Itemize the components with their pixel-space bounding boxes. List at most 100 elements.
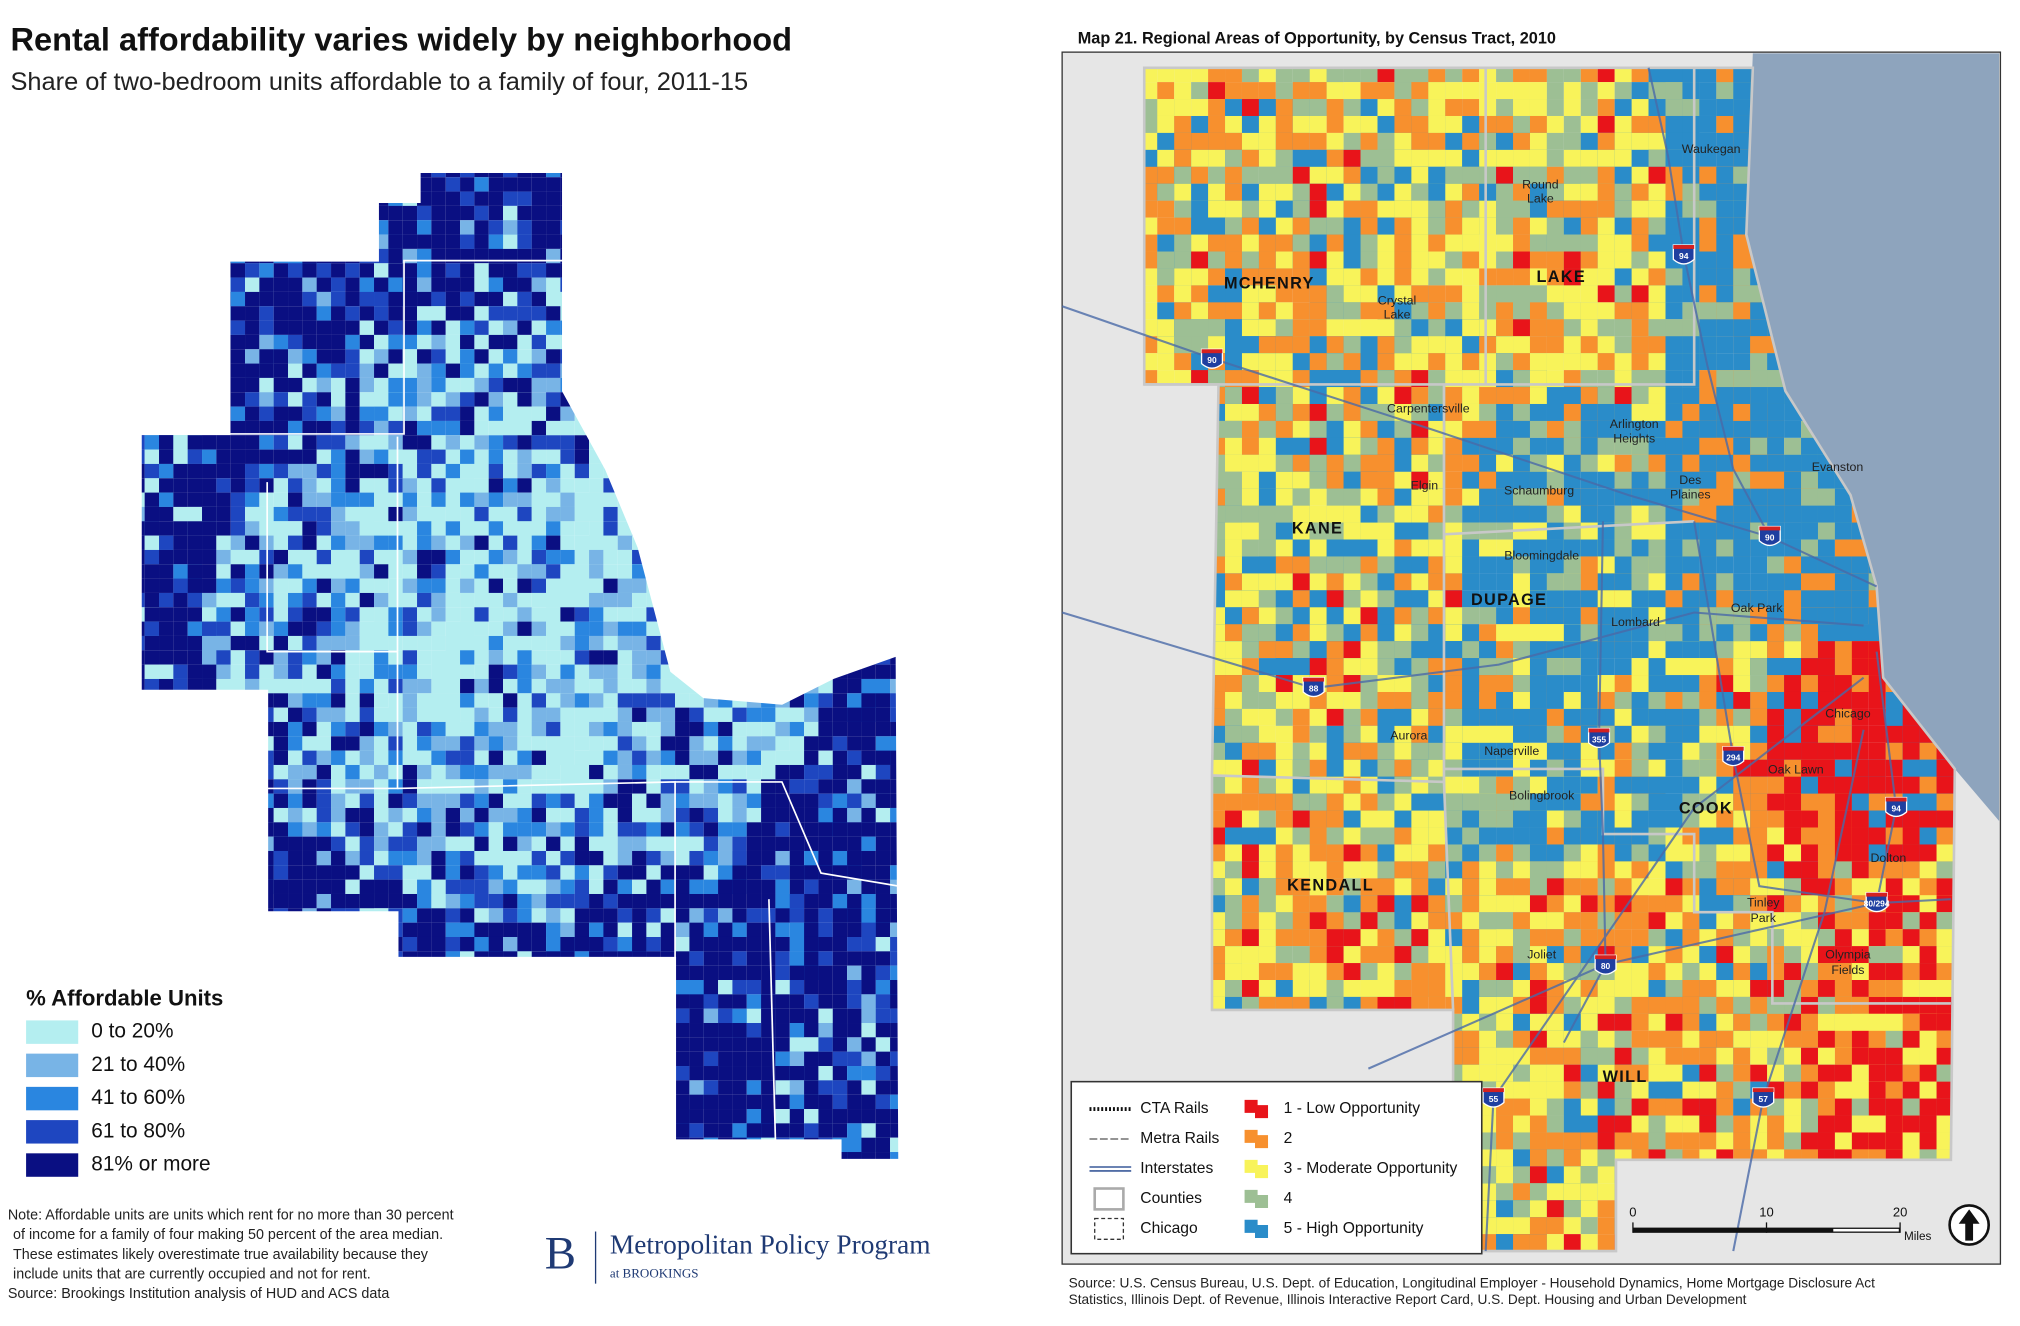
tract: [1343, 166, 1361, 184]
tract: [273, 363, 289, 378]
tract: [617, 707, 633, 722]
tract: [832, 1066, 848, 1081]
tract: [402, 172, 418, 178]
tract: [445, 994, 461, 1009]
tract: [703, 420, 719, 436]
tract: [159, 535, 174, 550]
tract: [574, 306, 590, 321]
tract: [1144, 166, 1158, 184]
tract: [1733, 149, 1751, 167]
tract: [187, 693, 203, 708]
tract: [402, 205, 418, 221]
tract: [1716, 285, 1734, 303]
tract: [560, 893, 575, 909]
tract: [632, 406, 647, 421]
tract: [560, 1123, 575, 1138]
tract: [1767, 387, 1785, 404]
tract: [230, 893, 246, 909]
tract: [804, 277, 819, 292]
tract: [861, 205, 876, 221]
tract: [1394, 387, 1412, 404]
tract: [374, 635, 389, 651]
tract: [159, 922, 174, 937]
tract: [847, 1023, 862, 1038]
tract: [445, 363, 461, 378]
tract: [1292, 217, 1310, 235]
tract: [1157, 149, 1175, 167]
tract: [732, 1051, 747, 1067]
tract: [388, 1123, 403, 1138]
tract: [144, 248, 160, 264]
tract: [832, 1023, 848, 1038]
tract: [804, 621, 819, 636]
tract: [675, 865, 690, 880]
tract: [331, 635, 346, 651]
tract: [1597, 234, 1615, 252]
tract: [488, 492, 504, 507]
tract: [488, 621, 504, 636]
tract: [675, 1008, 690, 1024]
tract: [460, 908, 475, 923]
tract: [875, 621, 891, 636]
tract: [546, 172, 561, 178]
tract: [417, 1008, 432, 1024]
tract: [660, 707, 676, 722]
tract: [832, 521, 862, 550]
tract: [789, 363, 805, 378]
tract: [818, 936, 833, 952]
tract: [746, 191, 776, 221]
tract: [1309, 99, 1327, 116]
tract: [388, 1137, 403, 1153]
tract: [359, 392, 375, 407]
tract: [417, 377, 432, 393]
tract: [417, 908, 432, 923]
tract: [417, 363, 432, 378]
tract: [230, 865, 246, 880]
tract: [574, 807, 590, 823]
tract: [503, 592, 518, 608]
tract: [503, 191, 518, 206]
tract: [417, 1166, 431, 1180]
tract: [646, 177, 661, 192]
tract: [761, 879, 776, 894]
tract: [316, 621, 332, 636]
tract: [718, 177, 747, 206]
tract: [804, 750, 819, 765]
tract: [488, 764, 504, 780]
tract: [847, 220, 862, 235]
tract: [832, 406, 862, 436]
tract: [732, 205, 747, 221]
tract: [660, 621, 676, 636]
tract: [1665, 387, 1683, 404]
tract: [202, 807, 217, 823]
tract: [173, 836, 188, 851]
tract: [245, 406, 260, 421]
tract: [847, 893, 862, 909]
tract: [445, 1051, 461, 1067]
tract: [603, 1137, 618, 1153]
tract: [617, 980, 633, 995]
tract: [288, 334, 303, 350]
tract: [187, 951, 203, 966]
tract: [216, 908, 231, 923]
tract: [861, 320, 876, 335]
tract: [316, 707, 332, 722]
tract: [646, 291, 661, 307]
tract: [847, 980, 862, 995]
tract: [245, 836, 260, 851]
tract: [531, 650, 547, 665]
tract: [890, 1023, 900, 1038]
tract: [288, 1080, 303, 1095]
logo-name: Metropolitan Policy Program: [610, 1229, 931, 1259]
tract: [732, 965, 747, 981]
tract: [646, 936, 661, 952]
tract: [1479, 353, 1497, 371]
tract: [302, 965, 317, 981]
tract: [789, 850, 805, 866]
tract: [230, 220, 246, 235]
tract: [775, 521, 790, 536]
tract: [1343, 420, 1361, 438]
tract: [140, 263, 145, 278]
tract: [689, 736, 704, 751]
